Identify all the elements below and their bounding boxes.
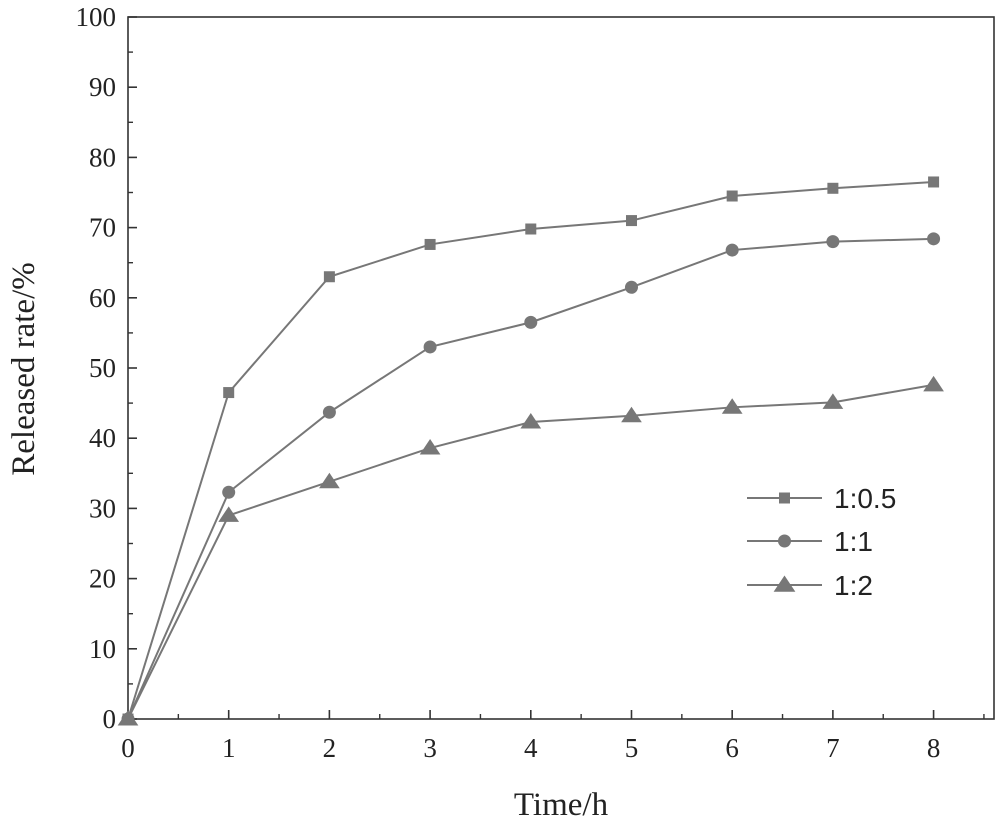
series-1-2: [117, 375, 944, 726]
data-point-1-0-5: [223, 387, 235, 399]
legend-entry-1-1: 1:1: [747, 526, 873, 557]
data-point-1-1: [826, 235, 840, 249]
data-point-1-1: [927, 232, 941, 246]
data-point-1-2: [822, 393, 844, 409]
plot-frame: [127, 16, 995, 720]
y-tick-label: 30: [89, 493, 116, 523]
data-point-1-0-5: [424, 238, 436, 250]
x-tick-label: 3: [423, 733, 437, 763]
data-point-1-2: [721, 398, 743, 414]
x-tick-label: 1: [222, 733, 236, 763]
y-tick-label: 40: [89, 423, 116, 453]
y-tick-label: 70: [89, 213, 116, 243]
data-point-1-0-5: [726, 190, 738, 202]
y-tick-label: 100: [76, 2, 117, 32]
data-point-1-0-5: [323, 271, 335, 283]
x-tick-label: 4: [524, 733, 538, 763]
data-point-1-0-5: [827, 182, 839, 194]
y-tick-label: 80: [89, 142, 116, 172]
series-line-1-1: [127, 237, 934, 720]
legend-label-1-1: 1:1: [834, 526, 873, 557]
x-tick-label: 6: [725, 733, 739, 763]
data-point-1-1: [423, 340, 437, 354]
x-tick-label: 2: [323, 733, 337, 763]
data-point-1-2: [520, 413, 542, 429]
data-point-1-1: [725, 243, 739, 257]
x-tick-label: 5: [625, 733, 639, 763]
data-point-1-1: [322, 405, 336, 419]
y-tick-label: 90: [89, 72, 116, 102]
y-tick-label: 0: [103, 704, 117, 734]
data-point-1-0-5: [928, 176, 940, 188]
data-point-1-2: [419, 439, 441, 455]
series-1-0-5: [122, 176, 940, 725]
legend-label-1-2: 1:2: [834, 570, 873, 601]
data-point-1-1: [624, 280, 638, 294]
series-line-1-0-5: [127, 180, 934, 720]
legend-marker-1-0-5: [779, 492, 790, 504]
data-point-1-0-5: [525, 223, 537, 235]
series-layer: [117, 176, 944, 726]
y-tick-label: 50: [89, 353, 116, 383]
y-tick-label: 60: [89, 283, 116, 313]
y-tick-label: 10: [89, 634, 116, 664]
data-point-1-2: [923, 375, 944, 392]
x-tick-label: 0: [121, 733, 135, 763]
legend-marker-1-2: [773, 575, 796, 592]
x-tick-label: 8: [927, 733, 941, 763]
data-point-1-1: [222, 485, 236, 499]
legend: 1:0.5 1:1 1:2: [747, 483, 896, 601]
data-point-1-2: [117, 710, 139, 726]
legend-entry-1-0-5: 1:0.5: [747, 483, 896, 514]
legend-entry-1-2: 1:2: [747, 570, 873, 601]
x-axis-title: Time/h: [514, 787, 609, 823]
x-tick-label: 7: [826, 733, 840, 763]
data-point-1-0-5: [625, 215, 637, 227]
data-point-1-2: [621, 406, 642, 423]
data-point-1-2: [218, 506, 240, 522]
legend-label-1-0-5: 1:0.5: [834, 483, 896, 514]
y-tick-label: 20: [89, 564, 116, 594]
series-line-1-2: [127, 383, 934, 720]
y-axis-title: Released rate/%: [6, 262, 42, 475]
legend-marker-1-1: [778, 534, 791, 548]
data-point-1-1: [524, 315, 538, 329]
series-1-1: [121, 232, 941, 726]
data-point-1-2: [319, 472, 340, 489]
